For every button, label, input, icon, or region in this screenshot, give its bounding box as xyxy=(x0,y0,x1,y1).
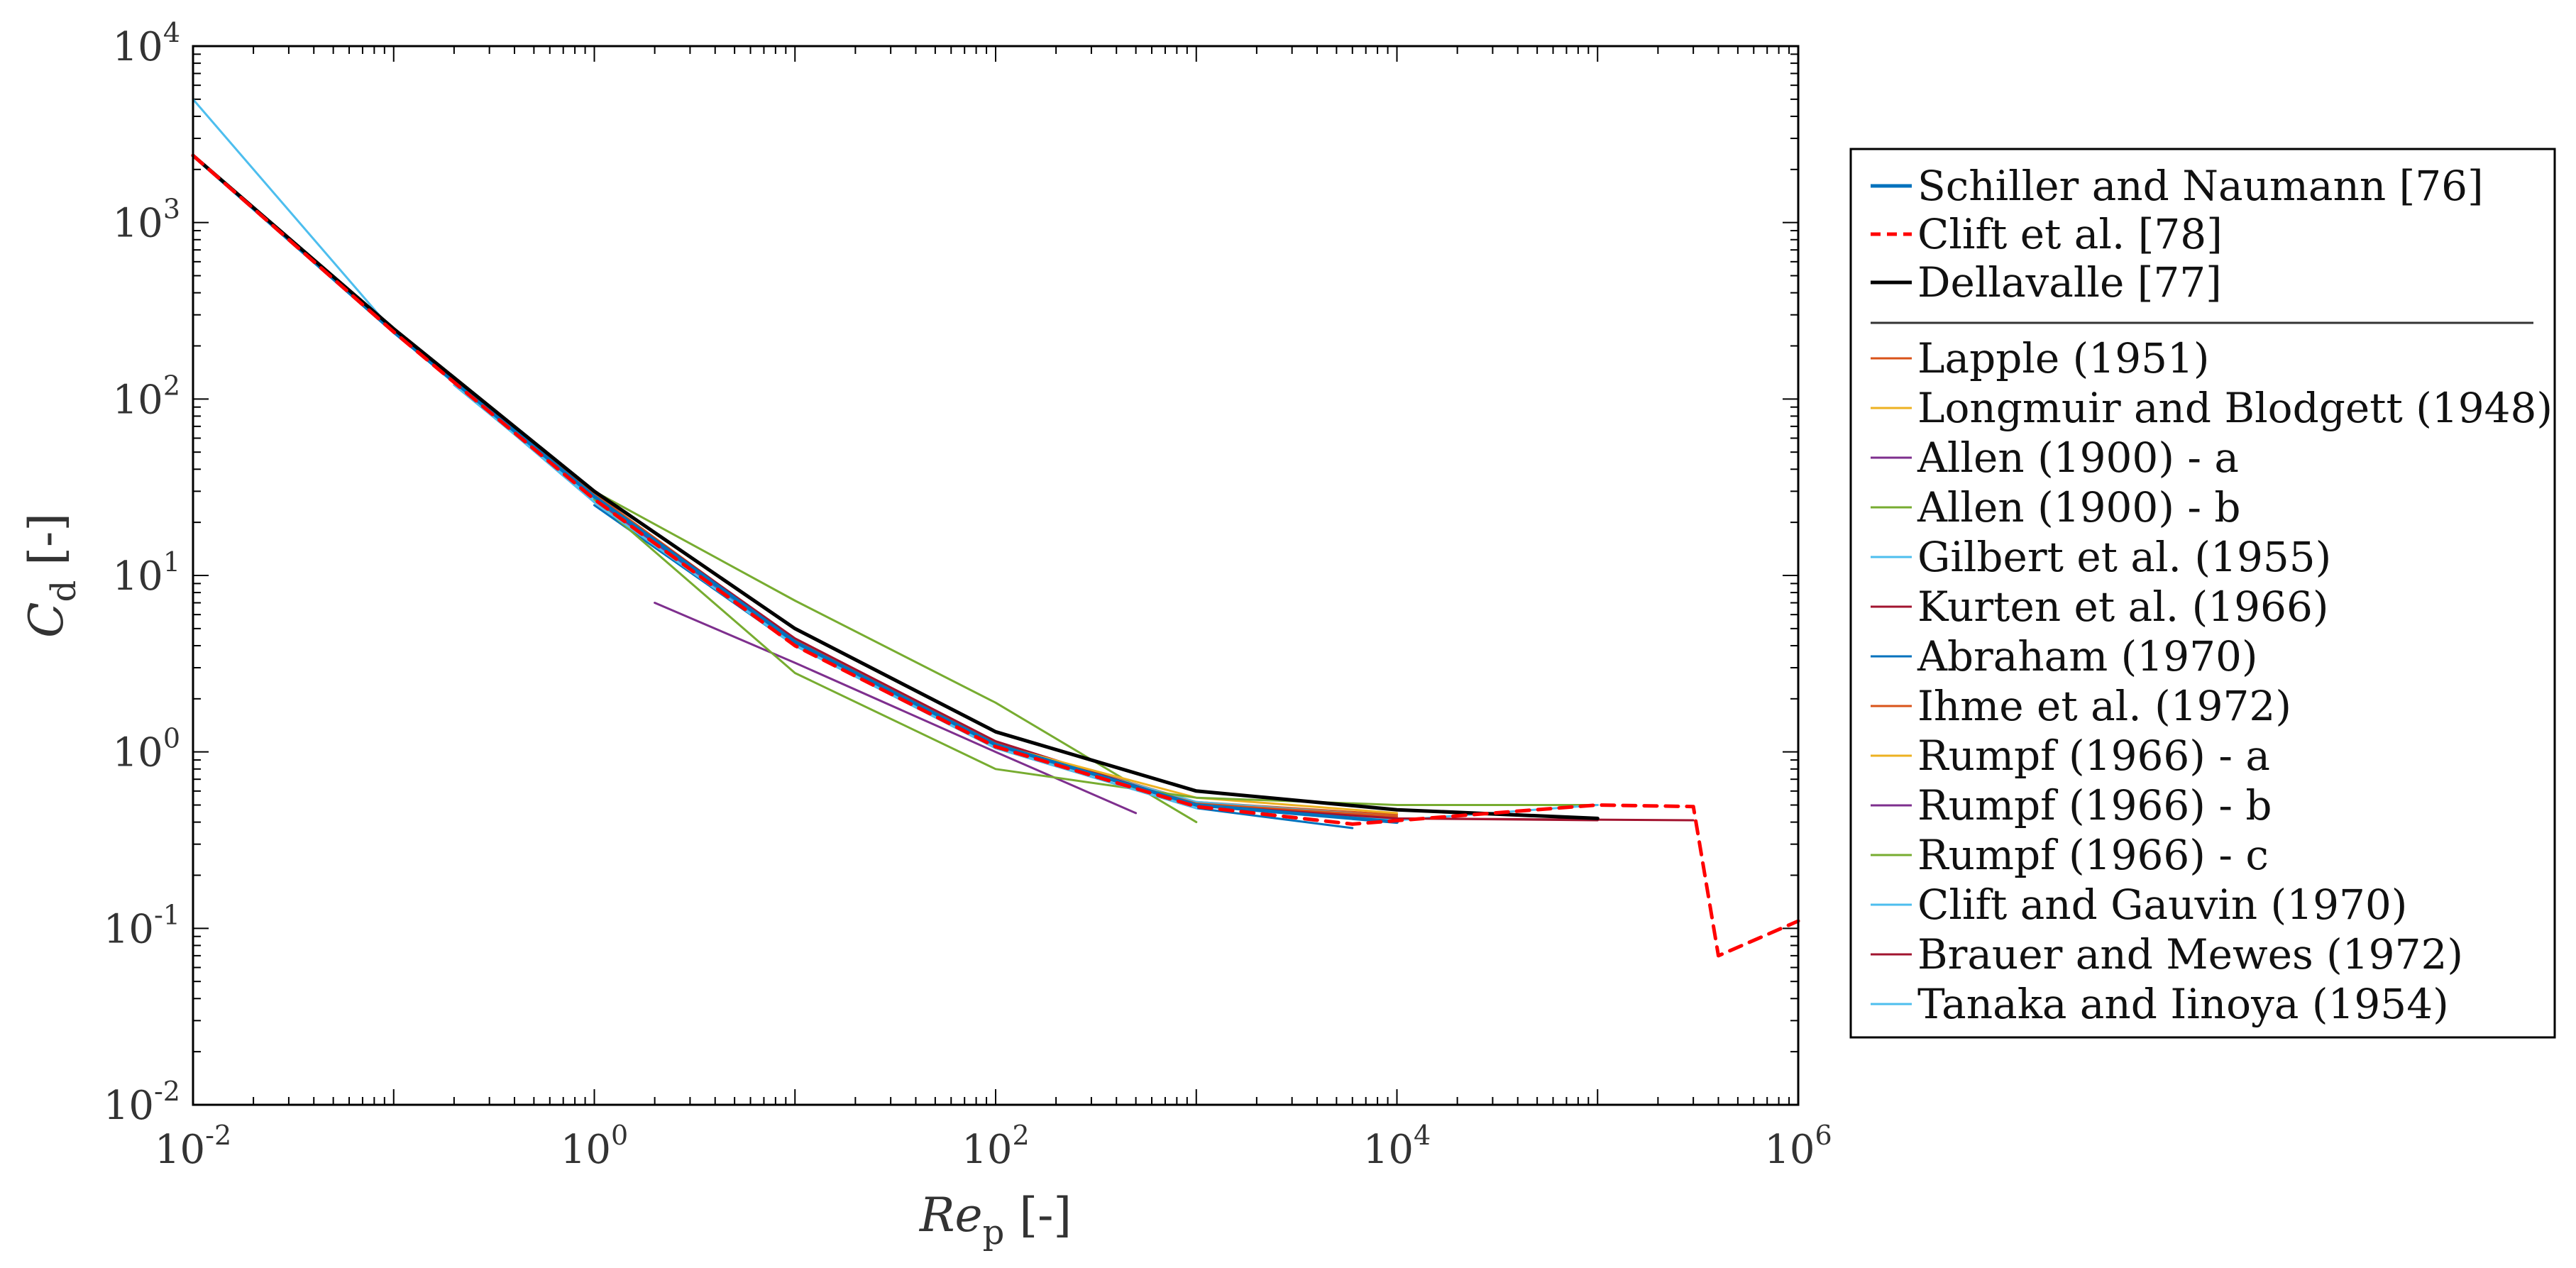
legend-label: Rumpf (1966) - b xyxy=(1917,781,2272,829)
legend-label: Rumpf (1966) - a xyxy=(1917,732,2270,780)
x-tick-label: 102 xyxy=(962,1120,1029,1173)
series-line-3 xyxy=(191,153,1600,820)
y-tick-label: 101 xyxy=(113,546,180,600)
series-line-17 xyxy=(192,98,1198,810)
legend-label: Schiller and Naumann [76] xyxy=(1917,162,2484,210)
series-line-14 xyxy=(593,498,1599,806)
y-tick-labels: 10-2 10-1 100 101 102 103 104 xyxy=(104,17,180,1129)
legend-box xyxy=(1849,148,2556,1039)
series-line-2 xyxy=(191,153,1800,958)
y-tick-label: 104 xyxy=(113,17,180,70)
x-tick-label: 100 xyxy=(561,1120,628,1173)
y-tick-label: 10-1 xyxy=(104,899,180,952)
legend: Schiller and Naumann [76]Clift et al. [7… xyxy=(1849,148,2556,1039)
y-tick-label: 100 xyxy=(113,723,180,776)
legend-label: Lapple (1951) xyxy=(1917,334,2210,382)
x-tick-labels: 10-2 100 102 104 106 xyxy=(155,1120,1832,1173)
legend-label: Rumpf (1966) - c xyxy=(1917,831,2269,879)
legend-label: Brauer and Mewes (1972) xyxy=(1917,930,2463,978)
legend-label: Abraham (1970) xyxy=(1917,632,2258,680)
legend-label: Longmuir and Blodgett (1948) xyxy=(1917,384,2553,432)
legend-label: Kurten et al. (1966) xyxy=(1917,583,2329,631)
plot-frame xyxy=(192,45,1800,1106)
legend-label: Clift and Gauvin (1970) xyxy=(1917,881,2407,929)
x-tick-label: 104 xyxy=(1363,1120,1431,1173)
series-lines xyxy=(191,98,1800,958)
y-tick-label: 10-2 xyxy=(104,1076,180,1129)
legend-label: Gilbert et al. (1955) xyxy=(1917,533,2331,581)
y-tick-label: 102 xyxy=(113,370,180,423)
legend-label: Allen (1900) - a xyxy=(1917,434,2239,482)
legend-items: Schiller and Naumann [76]Clift et al. [7… xyxy=(1871,162,2553,1028)
legend-label: Ihme et al. (1972) xyxy=(1917,682,2291,730)
legend-label: Dellavalle [77] xyxy=(1917,258,2222,307)
series-line-6 xyxy=(654,602,1138,815)
x-tick-label: 106 xyxy=(1764,1120,1832,1173)
legend-label: Clift et al. [78] xyxy=(1917,210,2223,258)
legend-label: Tanaka and Iinoya (1954) xyxy=(1917,980,2449,1028)
x-tick-label: 10-2 xyxy=(155,1120,231,1173)
legend-label: Allen (1900) - b xyxy=(1917,483,2241,531)
x-axis-label: Rep [-] xyxy=(919,1188,1072,1252)
y-tick-label: 103 xyxy=(113,194,180,247)
y-axis-label: Cd [-] xyxy=(19,513,84,638)
